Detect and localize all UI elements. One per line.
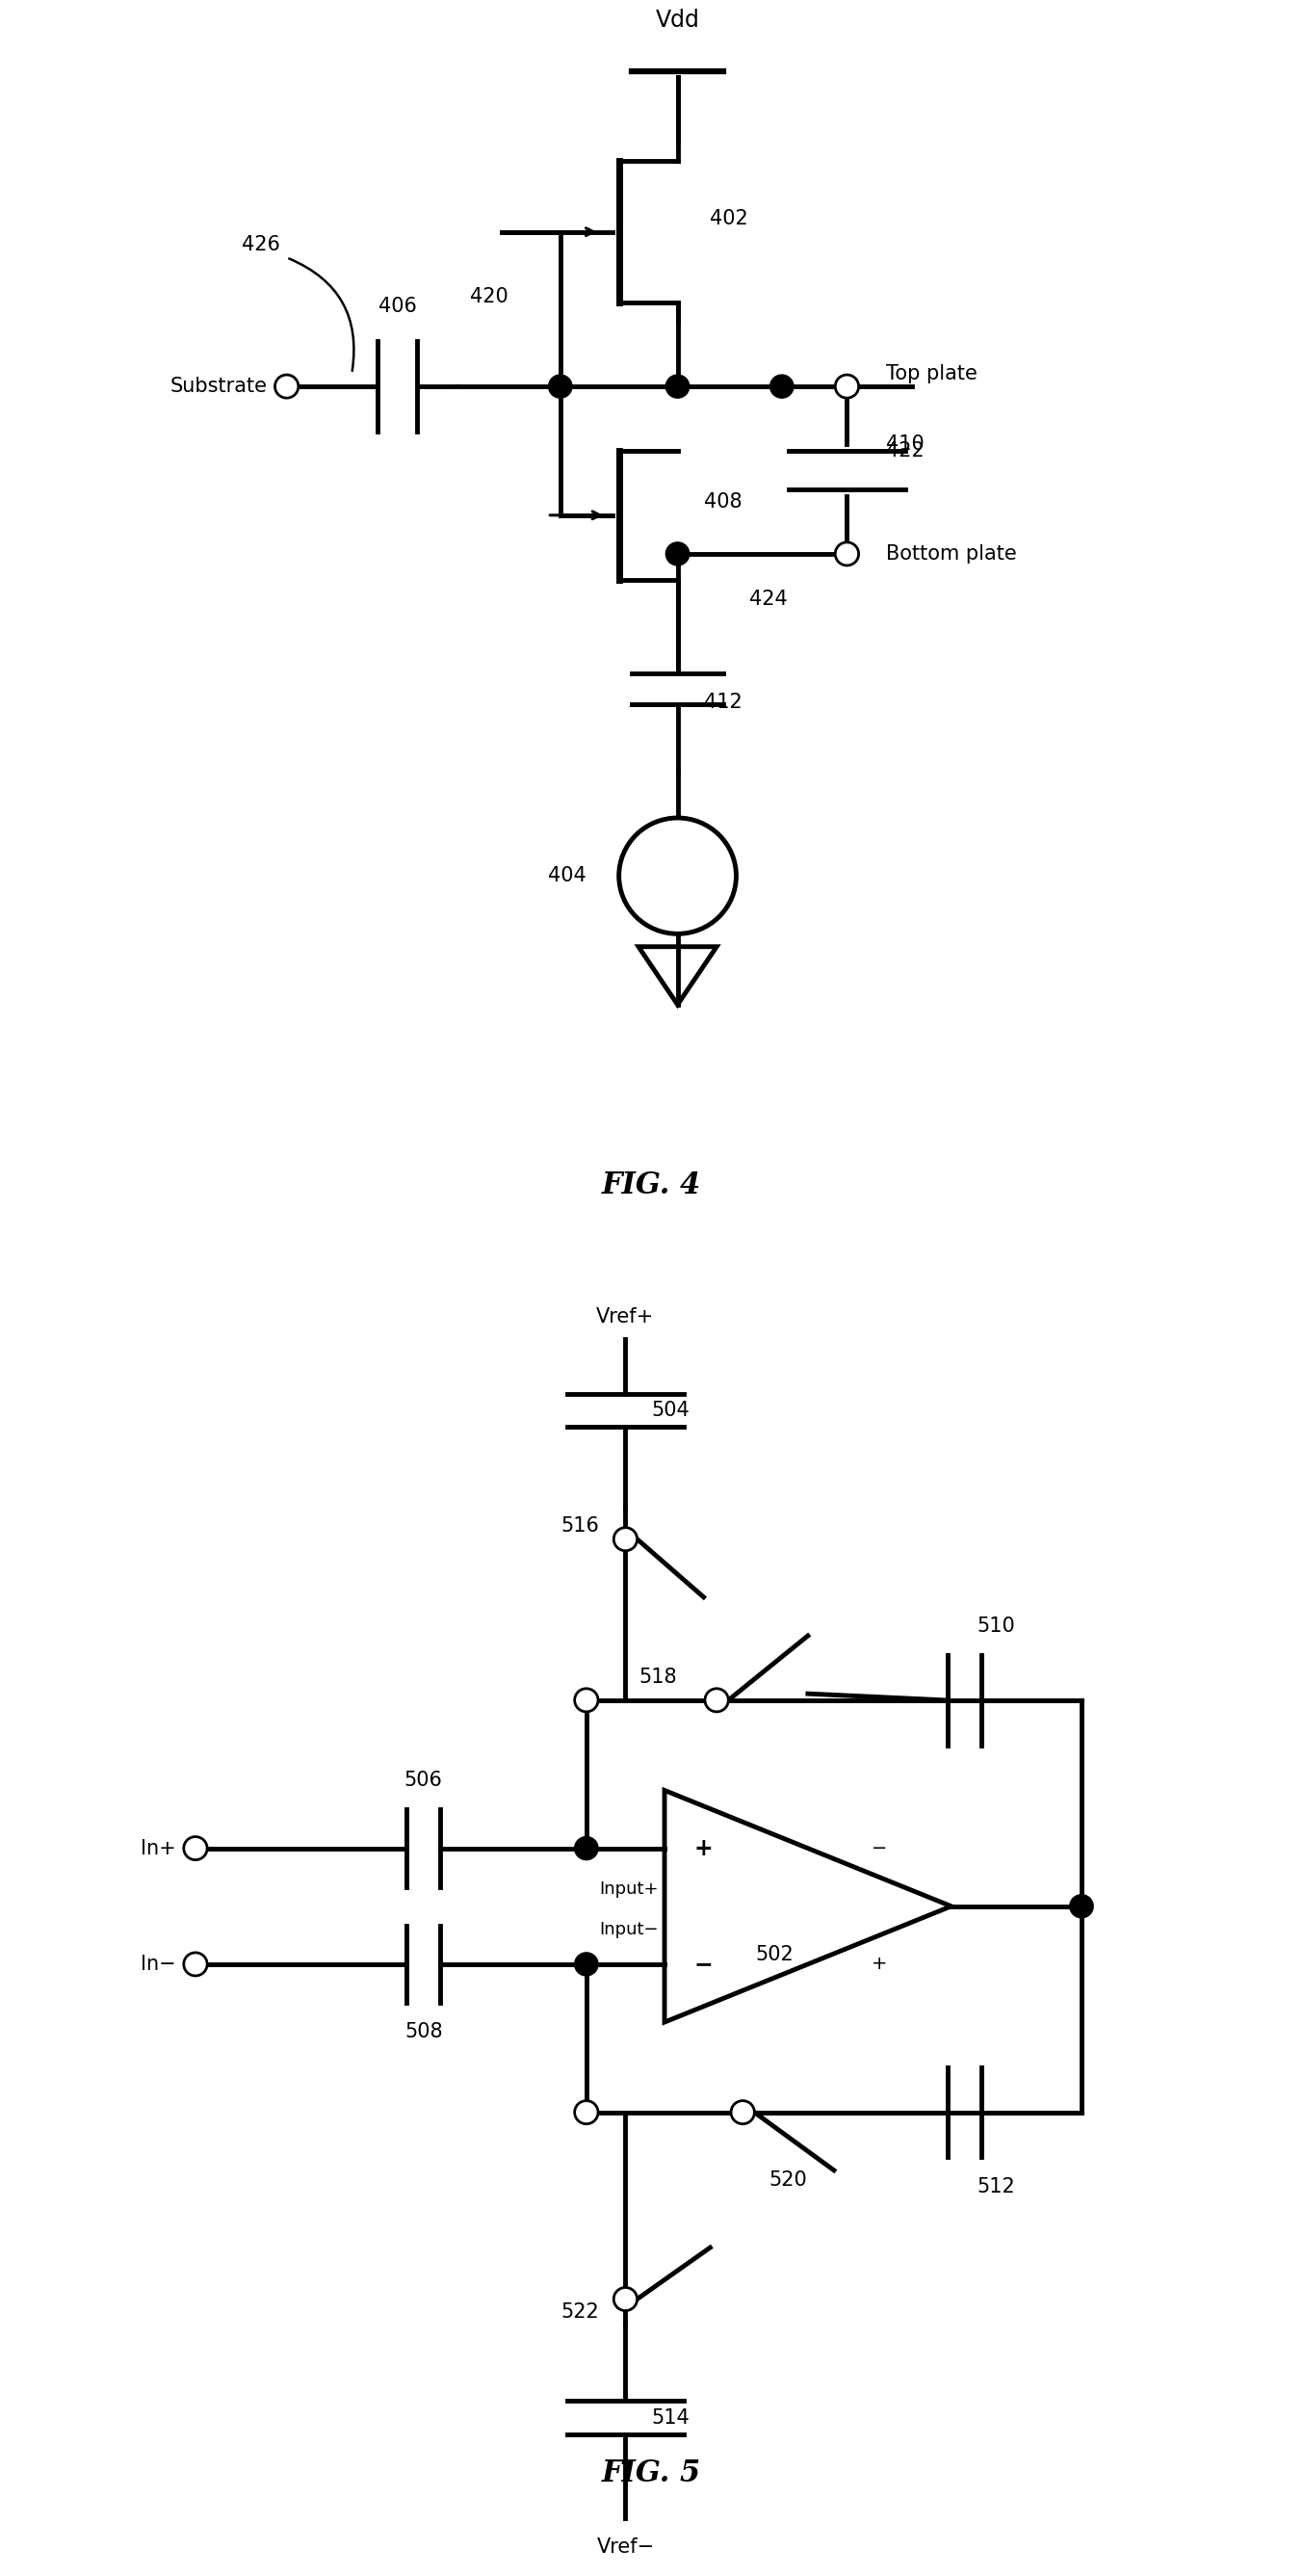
Text: In+: In+ (141, 1839, 176, 1857)
Text: 408: 408 (704, 492, 741, 513)
Text: 514: 514 (652, 2409, 689, 2427)
Text: Top plate: Top plate (886, 363, 977, 384)
Text: FIG. 4: FIG. 4 (602, 1170, 701, 1200)
Text: Bottom plate: Bottom plate (886, 544, 1016, 564)
Text: Substrate: Substrate (169, 376, 267, 397)
Circle shape (770, 376, 794, 397)
Text: Vref+: Vref+ (597, 1309, 654, 1327)
Circle shape (575, 1690, 598, 1713)
Text: 422: 422 (886, 440, 924, 461)
Text: 502: 502 (756, 1945, 794, 1963)
Text: 426: 426 (241, 234, 280, 255)
Circle shape (666, 376, 689, 397)
Circle shape (835, 376, 859, 397)
Text: −: − (872, 1839, 887, 1857)
Circle shape (575, 1690, 598, 1713)
Text: Input+: Input+ (599, 1880, 658, 1899)
Text: 402: 402 (710, 209, 748, 229)
Text: 508: 508 (404, 2022, 443, 2040)
Circle shape (666, 544, 689, 564)
Circle shape (575, 1837, 598, 1860)
Text: 518: 518 (638, 1669, 676, 1687)
Text: 406: 406 (378, 296, 417, 317)
Text: 516: 516 (562, 1517, 599, 1535)
Text: Vref−: Vref− (597, 2537, 654, 2555)
Text: 412: 412 (704, 693, 741, 711)
Text: 512: 512 (977, 2177, 1015, 2195)
Circle shape (731, 2102, 754, 2123)
Circle shape (549, 376, 572, 397)
Circle shape (1070, 1896, 1093, 1917)
Text: In−: In− (141, 1955, 176, 1973)
Circle shape (614, 2287, 637, 2311)
Circle shape (835, 544, 859, 564)
Text: 424: 424 (749, 590, 787, 608)
Text: 520: 520 (769, 2169, 807, 2190)
Circle shape (705, 1690, 728, 1713)
Text: Vdd: Vdd (655, 10, 700, 33)
Circle shape (275, 376, 298, 397)
Text: −: − (694, 1953, 713, 1976)
Text: 504: 504 (652, 1401, 689, 1419)
Circle shape (575, 2102, 598, 2123)
Text: 420: 420 (470, 286, 508, 307)
Text: 522: 522 (562, 2303, 599, 2321)
Circle shape (184, 1837, 207, 1860)
Text: +: + (872, 1955, 887, 1973)
Text: FIG. 5: FIG. 5 (602, 2458, 701, 2488)
Text: 410: 410 (886, 435, 924, 453)
Text: +: + (694, 1837, 713, 1860)
Circle shape (619, 819, 736, 933)
Circle shape (575, 1953, 598, 1976)
Text: 404: 404 (549, 866, 586, 886)
Circle shape (614, 1528, 637, 1551)
Text: Input−: Input− (599, 1922, 659, 1937)
Text: 510: 510 (977, 1618, 1015, 1636)
Circle shape (575, 2102, 598, 2123)
Circle shape (184, 1953, 207, 1976)
Text: 506: 506 (404, 1772, 443, 1790)
